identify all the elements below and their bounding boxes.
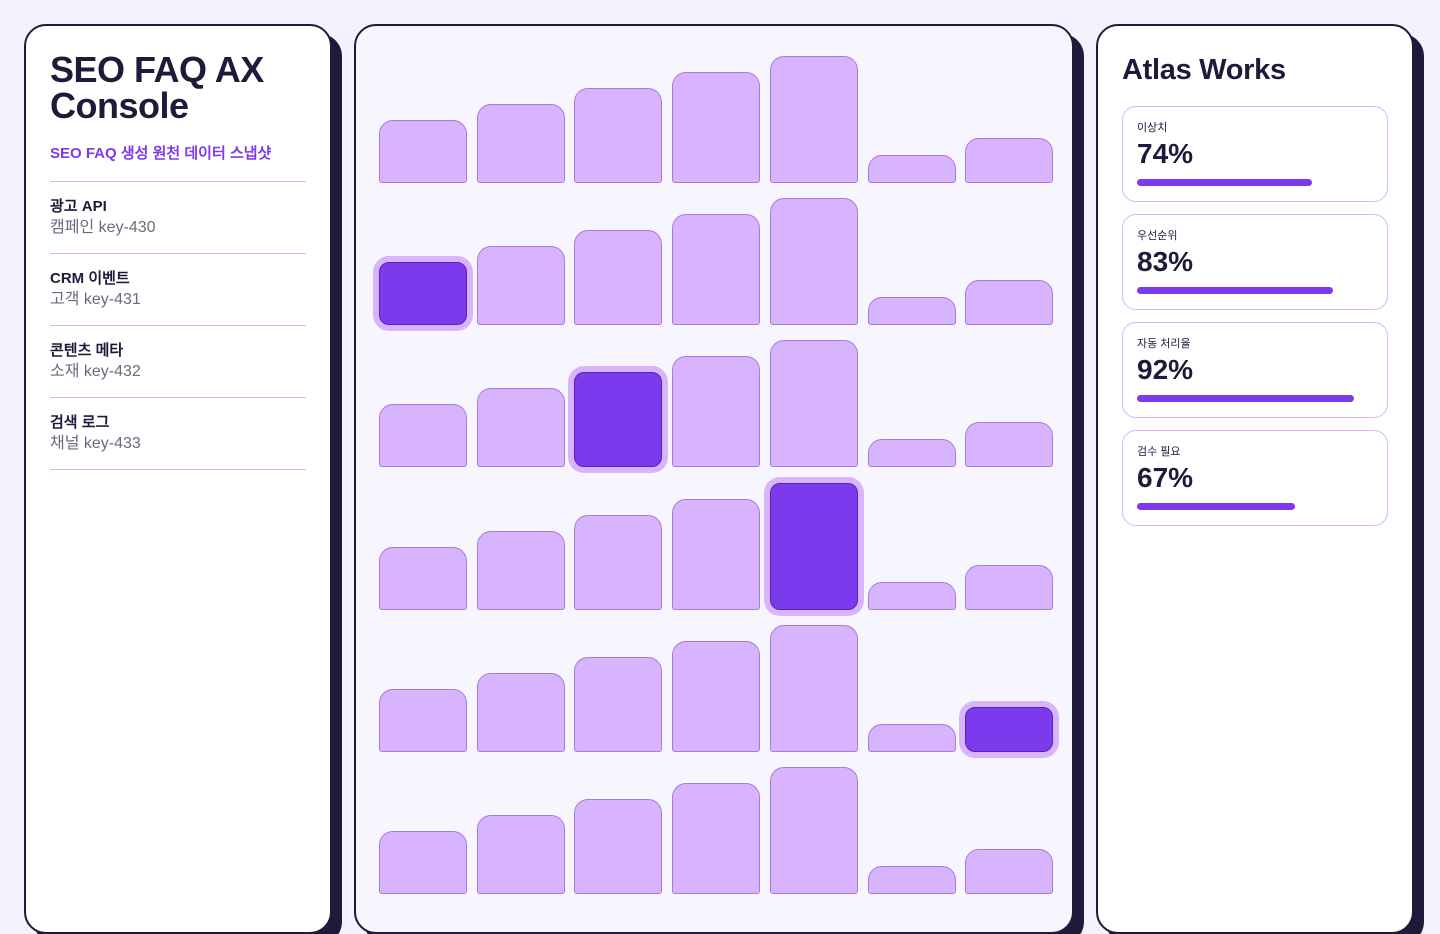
matrix-cell[interactable] <box>379 546 467 610</box>
source-key: 채널 key-433 <box>50 435 141 452</box>
matrix-cell[interactable] <box>965 280 1054 326</box>
kpi-progress-bar <box>1137 179 1373 186</box>
matrix-cell[interactable] <box>574 230 663 326</box>
source-panel: SEO FAQ AX Console SEO FAQ 생성 원천 데이터 스냅샷… <box>24 24 332 934</box>
matrix-cell[interactable] <box>769 767 858 894</box>
matrix-cell[interactable] <box>867 439 956 468</box>
selected-cell[interactable] <box>769 482 858 610</box>
matrix-cell[interactable] <box>379 831 467 894</box>
matrix-cell[interactable] <box>965 564 1054 610</box>
matrix-panel <box>354 24 1074 934</box>
kpi-card-review-needed[interactable]: 검수 필요 67% <box>1122 430 1388 526</box>
source-item-crm-events[interactable]: CRM 이벤트 고객 key-431 <box>50 254 306 326</box>
matrix-cell[interactable] <box>476 246 565 326</box>
matrix-cell[interactable] <box>476 388 565 468</box>
matrix-cell[interactable] <box>672 498 761 610</box>
kpi-value: 74% <box>1137 138 1194 169</box>
selected-cell[interactable] <box>574 372 663 468</box>
kpi-value: 67% <box>1137 462 1194 493</box>
kpi-progress-fill <box>1137 287 1333 294</box>
matrix-cell[interactable] <box>965 422 1054 468</box>
page-subtitle: SEO FAQ 생성 원천 데이터 스냅샷 <box>50 145 272 162</box>
matrix-cell[interactable] <box>769 56 858 183</box>
matrix-cell[interactable] <box>672 640 761 752</box>
kpi-panel: Atlas Works 이상치 74% 우선순위 83% 자동 처리율 92% … <box>1096 24 1414 934</box>
matrix-cell[interactable] <box>476 672 565 752</box>
kpi-value: 92% <box>1137 354 1194 385</box>
source-name: 콘텐츠 메타 <box>50 342 124 359</box>
matrix-cell[interactable] <box>867 297 956 326</box>
source-item-content-meta[interactable]: 콘텐츠 메타 소재 key-432 <box>50 326 306 398</box>
selected-cell[interactable] <box>379 262 467 326</box>
kpi-label: 우선순위 <box>1137 230 1178 242</box>
kpi-card-priority[interactable]: 우선순위 83% <box>1122 214 1388 310</box>
kpi-progress-bar <box>1137 503 1373 510</box>
matrix-cell[interactable] <box>867 723 956 752</box>
cell-grid <box>356 26 1072 932</box>
source-name: CRM 이벤트 <box>50 270 130 287</box>
matrix-cell[interactable] <box>476 815 565 894</box>
kpi-progress-bar <box>1137 395 1373 402</box>
kpi-value: 83% <box>1137 246 1194 277</box>
kpi-card-auto-processing[interactable]: 자동 처리율 92% <box>1122 322 1388 418</box>
matrix-cell[interactable] <box>379 120 467 183</box>
matrix-cell[interactable] <box>574 514 663 610</box>
matrix-cell[interactable] <box>965 138 1054 183</box>
matrix-cell[interactable] <box>476 104 565 183</box>
matrix-cell[interactable] <box>769 198 858 326</box>
source-item-ads-api[interactable]: 광고 API 캠페인 key-430 <box>50 182 306 254</box>
brand-name: Atlas Works <box>1122 54 1286 86</box>
kpi-progress-bar <box>1137 287 1373 294</box>
source-name: 광고 API <box>50 198 107 215</box>
source-name: 검색 로그 <box>50 414 110 431</box>
matrix-cell[interactable] <box>867 155 956 183</box>
matrix-cell[interactable] <box>476 530 565 610</box>
kpi-label: 자동 처리율 <box>1137 338 1191 350</box>
source-item-search-logs[interactable]: 검색 로그 채널 key-433 <box>50 398 306 470</box>
source-list: 광고 API 캠페인 key-430 CRM 이벤트 고객 key-431 콘텐… <box>50 181 306 470</box>
source-key: 소재 key-432 <box>50 363 141 380</box>
matrix-cell[interactable] <box>672 356 761 468</box>
kpi-label: 이상치 <box>1137 122 1168 134</box>
matrix-cell[interactable] <box>769 624 858 752</box>
matrix-cell[interactable] <box>867 581 956 610</box>
selected-cell[interactable] <box>965 706 1054 752</box>
kpi-card-anomaly[interactable]: 이상치 74% <box>1122 106 1388 202</box>
page-title: SEO FAQ AX Console <box>50 49 264 126</box>
kpi-progress-fill <box>1137 179 1312 186</box>
kpi-progress-fill <box>1137 395 1355 402</box>
matrix-cell[interactable] <box>574 799 663 894</box>
matrix-cell[interactable] <box>574 88 663 183</box>
matrix-cell[interactable] <box>379 404 467 468</box>
source-key: 고객 key-431 <box>50 291 141 308</box>
matrix-cell[interactable] <box>769 340 858 468</box>
kpi-label: 검수 필요 <box>1137 446 1181 458</box>
source-key: 캠페인 key-430 <box>50 219 156 236</box>
matrix-cell[interactable] <box>867 866 956 894</box>
matrix-cell[interactable] <box>574 656 663 752</box>
kpi-progress-fill <box>1137 503 1296 510</box>
matrix-cell[interactable] <box>672 214 761 326</box>
matrix-cell[interactable] <box>379 688 467 752</box>
matrix-cell[interactable] <box>965 849 1054 894</box>
matrix-cell[interactable] <box>672 783 761 894</box>
matrix-cell[interactable] <box>672 72 761 183</box>
